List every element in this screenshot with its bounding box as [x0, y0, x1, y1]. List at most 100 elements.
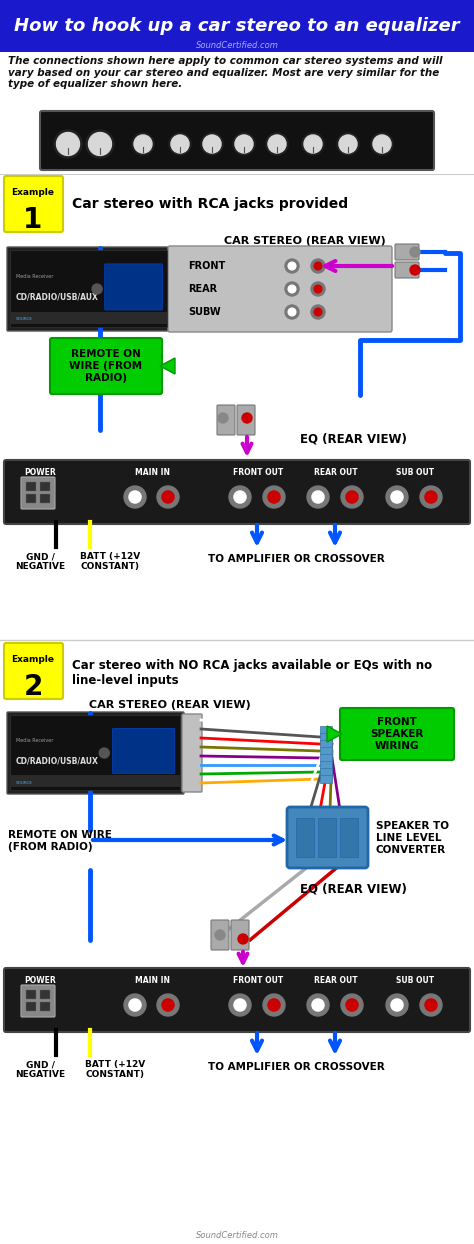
Circle shape [134, 136, 152, 153]
Text: 1: 1 [23, 207, 43, 234]
Text: 50Hz: 50Hz [172, 126, 188, 131]
Text: How to hook up a car stereo to an equalizer: How to hook up a car stereo to an equali… [14, 17, 460, 35]
Circle shape [234, 999, 246, 1011]
Bar [26, 481, 36, 491]
Text: SoundCertified.com: SoundCertified.com [196, 1230, 278, 1239]
Text: SoundCertified.com: SoundCertified.com [196, 41, 278, 51]
FancyBboxPatch shape [211, 921, 229, 950]
Circle shape [268, 136, 286, 153]
Circle shape [410, 265, 420, 275]
Circle shape [124, 486, 146, 508]
Text: TO AMPLIFIER OR CROSSOVER: TO AMPLIFIER OR CROSSOVER [208, 1062, 384, 1072]
Circle shape [229, 486, 251, 508]
Circle shape [311, 282, 325, 296]
Circle shape [312, 999, 324, 1011]
Text: REAR: REAR [188, 284, 217, 294]
Bar [26, 990, 36, 999]
Circle shape [339, 136, 357, 153]
FancyBboxPatch shape [395, 262, 419, 277]
FancyBboxPatch shape [4, 643, 63, 699]
FancyBboxPatch shape [50, 338, 162, 394]
Text: EQ (REAR VIEW): EQ (REAR VIEW) [300, 882, 407, 894]
Bar [320, 761, 332, 769]
Text: CD/RADIO/USB/AUX: CD/RADIO/USB/AUX [16, 292, 99, 302]
Circle shape [391, 491, 403, 503]
Circle shape [391, 999, 403, 1011]
Text: Car stereo with NO RCA jacks available or EQs with no
line-level inputs: Car stereo with NO RCA jacks available o… [72, 659, 432, 687]
Text: CAR STEREO (REAR VIEW): CAR STEREO (REAR VIEW) [89, 700, 251, 710]
Text: FRONT OUT: FRONT OUT [233, 977, 283, 985]
Text: SOURCE: SOURCE [16, 780, 33, 785]
FancyBboxPatch shape [340, 708, 454, 760]
Circle shape [337, 133, 359, 156]
Text: SUB OUT: SUB OUT [396, 977, 434, 985]
Text: 125Hz: 125Hz [202, 126, 222, 131]
Circle shape [54, 131, 82, 158]
Bar [40, 481, 50, 491]
FancyBboxPatch shape [4, 460, 470, 524]
Bar [40, 990, 50, 999]
Circle shape [285, 259, 299, 272]
Text: BATT (+12V
CONSTANT): BATT (+12V CONSTANT) [85, 1060, 145, 1080]
Bar [320, 726, 332, 734]
Circle shape [341, 994, 363, 1016]
Bar [40, 494, 50, 503]
Circle shape [373, 136, 391, 153]
Circle shape [92, 284, 102, 294]
Circle shape [410, 248, 420, 258]
Circle shape [263, 994, 285, 1016]
FancyBboxPatch shape [21, 476, 55, 509]
Circle shape [425, 491, 437, 503]
Text: EQ (REAR VIEW): EQ (REAR VIEW) [300, 432, 407, 445]
Circle shape [285, 305, 299, 318]
Circle shape [307, 994, 329, 1016]
Bar [320, 746, 332, 755]
FancyBboxPatch shape [40, 111, 434, 170]
FancyBboxPatch shape [395, 244, 419, 260]
Circle shape [157, 486, 179, 508]
Circle shape [263, 486, 285, 508]
Circle shape [386, 994, 408, 1016]
Circle shape [242, 413, 252, 423]
Circle shape [304, 136, 322, 153]
Circle shape [132, 133, 154, 156]
Bar [340, 819, 358, 857]
Circle shape [288, 285, 296, 292]
Circle shape [268, 999, 280, 1011]
Circle shape [203, 136, 221, 153]
Circle shape [86, 131, 114, 158]
Text: FADER: FADER [133, 126, 153, 131]
Circle shape [89, 133, 111, 156]
FancyBboxPatch shape [112, 729, 175, 774]
Bar [11, 775, 180, 787]
Text: CD/RADIO/USB/AUX: CD/RADIO/USB/AUX [16, 756, 99, 765]
Text: POWER: POWER [24, 468, 56, 476]
Text: MAIN IN: MAIN IN [136, 468, 171, 476]
Circle shape [99, 748, 109, 758]
Text: The connections shown here apply to common car stereo systems and will
vary base: The connections shown here apply to comm… [8, 56, 443, 90]
Text: Media Receiver: Media Receiver [16, 274, 54, 279]
Text: REMOTE ON
WIRE (FROM
RADIO): REMOTE ON WIRE (FROM RADIO) [69, 350, 143, 383]
Text: GND /
NEGATIVE: GND / NEGATIVE [15, 552, 65, 571]
Bar [26, 494, 36, 503]
Circle shape [314, 262, 322, 270]
Text: SUB OUT: SUB OUT [396, 468, 434, 476]
Circle shape [314, 285, 322, 292]
Bar [296, 819, 314, 857]
FancyBboxPatch shape [217, 406, 235, 435]
Circle shape [238, 934, 248, 944]
Circle shape [56, 133, 80, 156]
Circle shape [169, 133, 191, 156]
Text: SUB: SUB [62, 123, 74, 128]
Circle shape [311, 259, 325, 272]
Polygon shape [160, 358, 175, 374]
Circle shape [233, 133, 255, 156]
Bar [40, 1001, 50, 1011]
Text: TO AMPLIFIER OR CROSSOVER: TO AMPLIFIER OR CROSSOVER [208, 554, 384, 564]
Circle shape [307, 486, 329, 508]
Circle shape [302, 133, 324, 156]
Text: GND /
NEGATIVE: GND / NEGATIVE [15, 1060, 65, 1080]
Circle shape [420, 994, 442, 1016]
Bar [0, 0, 474, 52]
Circle shape [215, 931, 225, 940]
